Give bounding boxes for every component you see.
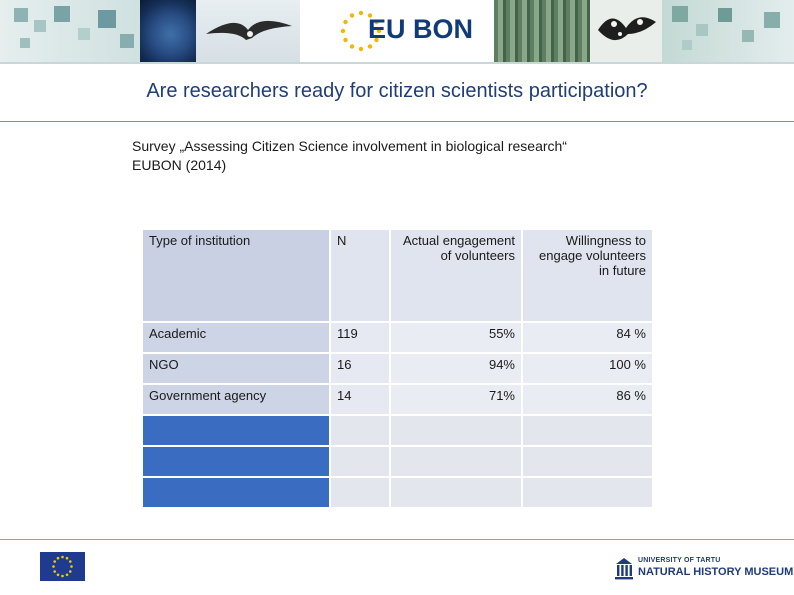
survey-caption: Survey „Assessing Citizen Science involv… <box>132 137 692 175</box>
banner-divider <box>0 62 794 64</box>
header-n: N <box>329 228 391 323</box>
forest-photo <box>494 0 590 62</box>
cell-willingness: 100 % <box>521 352 654 385</box>
table-header-row: Type of institution N Actual engagement … <box>141 228 654 323</box>
survey-table: Type of institution N Actual engagement … <box>141 228 654 509</box>
cell-actual: 55% <box>389 321 523 354</box>
cell-type: Government agency <box>141 383 331 416</box>
cell-n: 16 <box>329 352 391 385</box>
slide-title: Are researchers ready for citizen scient… <box>146 80 648 102</box>
header-banner: EU BON <box>0 0 794 62</box>
survey-caption-line1: Survey „Assessing Citizen Science involv… <box>132 138 567 154</box>
cell-n: 119 <box>329 321 391 354</box>
eu-stars-icon <box>340 10 382 52</box>
table-row: Government agency 14 71% 86 % <box>141 383 654 416</box>
title-rule <box>0 121 794 122</box>
banner-mosaic-left <box>0 0 140 62</box>
table-row-empty <box>141 445 654 478</box>
header-actual: Actual engagement of volunteers <box>389 228 523 323</box>
table-row: Academic 119 55% 84 % <box>141 321 654 354</box>
survey-caption-line2: EUBON (2014) <box>132 157 227 173</box>
header-type: Type of institution <box>141 228 331 323</box>
eubon-logo: EU BON <box>368 14 473 45</box>
logo-prefix: EU <box>368 14 406 44</box>
butterfly-photo <box>590 0 662 62</box>
museum-building-icon <box>615 558 633 580</box>
logo-suffix: BON <box>413 14 474 44</box>
museum-name-label: NATURAL HISTORY MUSEUM <box>638 566 794 578</box>
table-row-empty <box>141 476 654 509</box>
museum-logo: UNIVERSITY OF TARTU NATURAL HISTORY MUSE… <box>614 556 793 582</box>
museum-university-label: UNIVERSITY OF TARTU <box>638 557 721 564</box>
eagle-photo <box>196 0 300 62</box>
earth-photo <box>140 0 196 62</box>
eu-flag-icon <box>40 552 85 581</box>
cell-actual: 94% <box>389 352 523 385</box>
cell-willingness: 86 % <box>521 383 654 416</box>
header-willingness: Willingness to engage volunteers in futu… <box>521 228 654 323</box>
footer-rule <box>0 539 794 540</box>
table-row: NGO 16 94% 100 % <box>141 352 654 385</box>
cell-n: 14 <box>329 383 391 416</box>
logo-area <box>300 0 494 62</box>
cell-willingness: 84 % <box>521 321 654 354</box>
cell-type: Academic <box>141 321 331 354</box>
cell-type: NGO <box>141 352 331 385</box>
banner-mosaic-right <box>662 0 794 62</box>
table-row-empty <box>141 414 654 447</box>
cell-actual: 71% <box>389 383 523 416</box>
